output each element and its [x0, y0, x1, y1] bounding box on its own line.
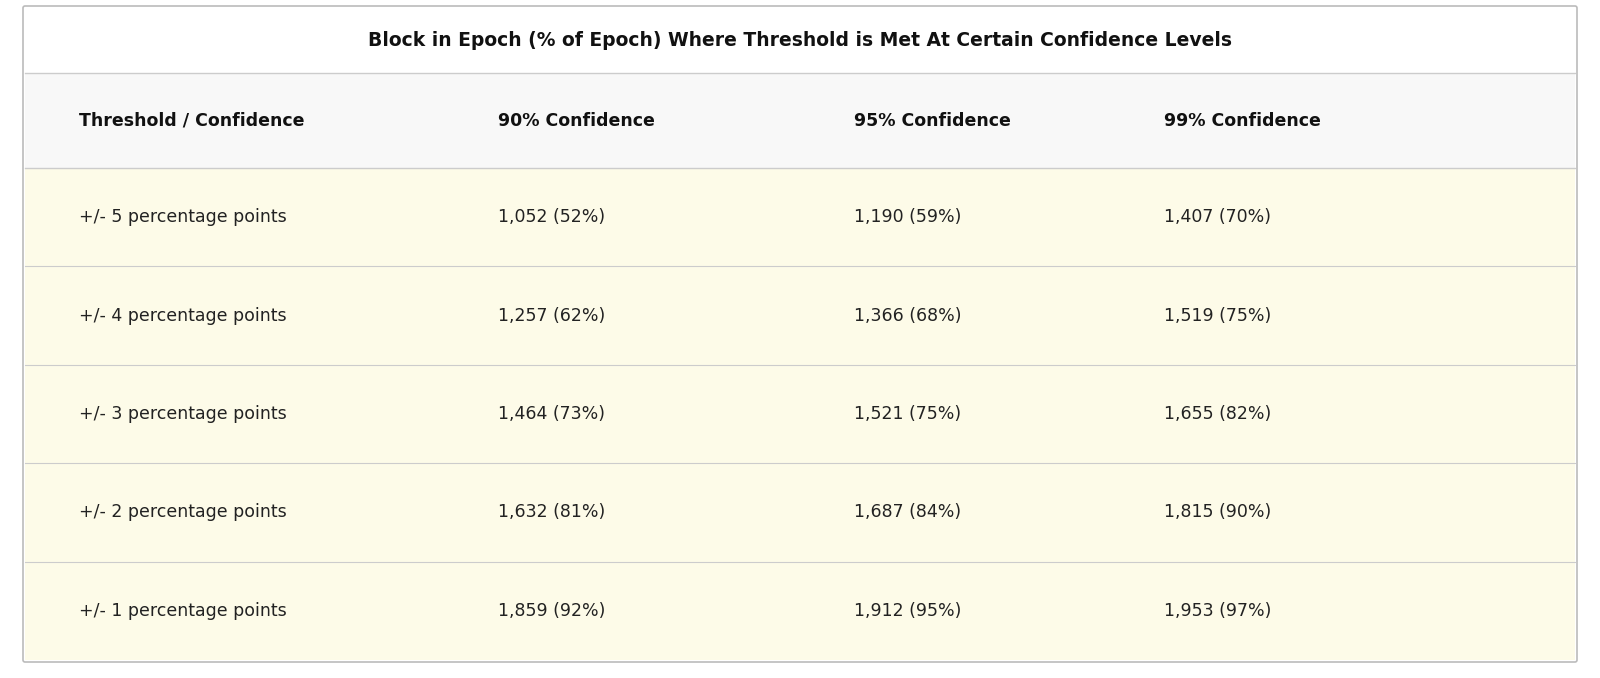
- Text: 1,366 (68%): 1,366 (68%): [854, 306, 962, 325]
- Text: +/- 5 percentage points: +/- 5 percentage points: [80, 208, 286, 226]
- Text: 1,815 (90%): 1,815 (90%): [1165, 503, 1272, 521]
- Text: 1,953 (97%): 1,953 (97%): [1165, 602, 1272, 620]
- Text: +/- 1 percentage points: +/- 1 percentage points: [80, 602, 286, 620]
- Text: 1,190 (59%): 1,190 (59%): [854, 208, 962, 226]
- Bar: [26, 168, 1574, 266]
- Bar: [26, 561, 1574, 660]
- Text: 90% Confidence: 90% Confidence: [498, 111, 654, 129]
- Bar: [26, 73, 1574, 168]
- Text: +/- 2 percentage points: +/- 2 percentage points: [80, 503, 286, 521]
- Text: 1,257 (62%): 1,257 (62%): [498, 306, 605, 325]
- Bar: [26, 8, 1574, 73]
- Text: 1,655 (82%): 1,655 (82%): [1165, 405, 1272, 423]
- Bar: [26, 463, 1574, 561]
- Text: 1,519 (75%): 1,519 (75%): [1165, 306, 1272, 325]
- Text: 1,407 (70%): 1,407 (70%): [1165, 208, 1272, 226]
- Text: Threshold / Confidence: Threshold / Confidence: [80, 111, 304, 129]
- Text: 1,052 (52%): 1,052 (52%): [498, 208, 605, 226]
- Text: 1,464 (73%): 1,464 (73%): [498, 405, 605, 423]
- Text: Block in Epoch (% of Epoch) Where Threshold is Met At Certain Confidence Levels: Block in Epoch (% of Epoch) Where Thresh…: [368, 31, 1232, 50]
- Bar: [26, 365, 1574, 463]
- Text: +/- 3 percentage points: +/- 3 percentage points: [80, 405, 286, 423]
- Bar: [26, 266, 1574, 365]
- Text: 1,859 (92%): 1,859 (92%): [498, 602, 605, 620]
- Text: 1,687 (84%): 1,687 (84%): [854, 503, 962, 521]
- Text: 1,521 (75%): 1,521 (75%): [854, 405, 962, 423]
- Text: 99% Confidence: 99% Confidence: [1165, 111, 1322, 129]
- Text: 95% Confidence: 95% Confidence: [854, 111, 1011, 129]
- Text: 1,912 (95%): 1,912 (95%): [854, 602, 962, 620]
- Text: 1,632 (81%): 1,632 (81%): [498, 503, 605, 521]
- Text: +/- 4 percentage points: +/- 4 percentage points: [80, 306, 286, 325]
